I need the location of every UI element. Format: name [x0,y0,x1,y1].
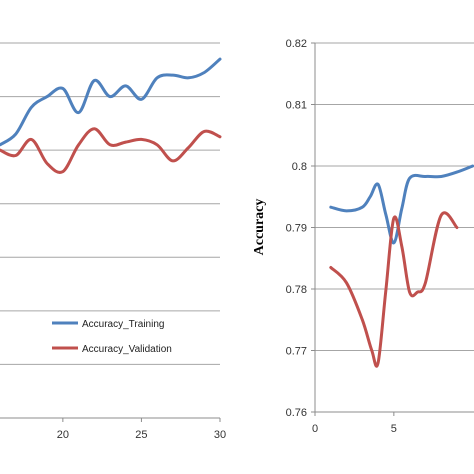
left-series-line-validation [0,127,222,174]
right-series-line-red [329,211,459,368]
legend-label-validation: Accuracy_Validation [82,344,172,355]
left-x-tick-label: 25 [135,429,147,441]
left-legend: Accuracy_Training Accuracy_Validation [52,319,172,355]
left-x-tick-label: 30 [214,429,226,441]
right-y-axis-label: Accuracy [252,199,267,256]
right-y-tick-label: 0.82 [286,38,307,50]
right-y-tick-label: 0.81 [286,100,307,112]
right-gridlines [314,42,474,413]
right-y-tick-labels: 0.76 0.77 0.78 0.79 0.8 0.81 0.82 [286,38,315,419]
left-accuracy-chart: 20 25 30 Accuracy_Training Accuracy_Valida… [0,42,226,441]
left-series-line-training [0,57,222,147]
right-y-tick-label: 0.8 [292,161,307,173]
right-y-tick-label: 0.78 [286,284,307,296]
left-x-tick-labels: 20 25 30 [57,418,226,441]
right-x-tick-label: 0 [312,423,318,435]
right-y-tick-label: 0.79 [286,223,307,235]
right-series-line-blue [329,164,474,245]
right-y-tick-label: 0.76 [286,407,307,419]
left-series-lines [0,57,222,174]
right-y-tick-label: 0.77 [286,346,307,358]
legend-label-training: Accuracy_Training [82,319,164,330]
left-gridlines [0,42,220,419]
right-x-tick-label: 5 [391,423,397,435]
right-series-lines [329,164,474,368]
left-x-tick-label: 20 [57,429,69,441]
